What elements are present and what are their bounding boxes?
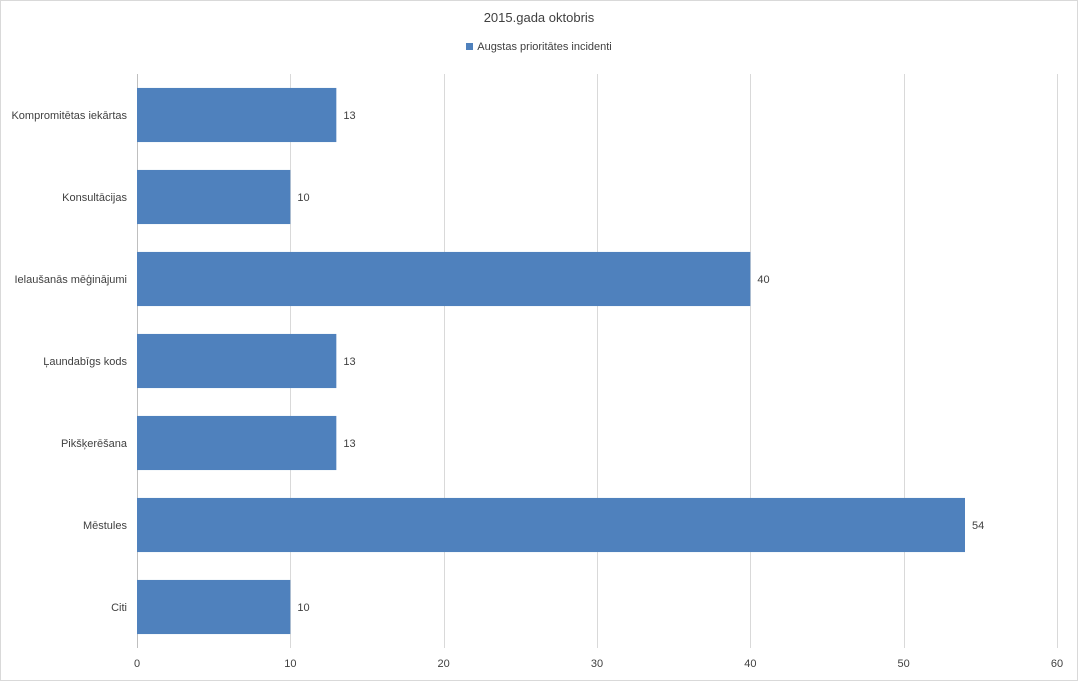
bar — [137, 87, 337, 143]
x-tick-label: 60 — [1051, 658, 1063, 670]
x-tick-label: 50 — [898, 658, 910, 670]
data-label: 10 — [297, 192, 309, 204]
data-label: 13 — [343, 110, 355, 122]
x-tick-label: 10 — [284, 658, 296, 670]
x-tick-label: 20 — [438, 658, 450, 670]
category-label: Ielaušanās mēģinājumi — [14, 273, 127, 286]
chart-legend: Augstas prioritātes incidenti — [0, 41, 1078, 53]
category-label: Konsultācijas — [62, 192, 127, 204]
category-label: Mēstules — [83, 520, 128, 532]
data-label: 10 — [297, 602, 309, 614]
bar — [137, 251, 751, 307]
data-label: 13 — [343, 356, 355, 368]
legend-label: Augstas prioritātes incidenti — [477, 41, 612, 53]
data-label: 13 — [343, 438, 355, 450]
bar — [137, 333, 337, 389]
category-label: Citi — [111, 602, 127, 614]
legend-swatch — [466, 43, 474, 50]
bar — [137, 579, 291, 635]
category-label: Ļaundabīgs kods — [43, 356, 127, 368]
x-tick-label: 0 — [134, 658, 140, 670]
x-tick-label: 40 — [744, 658, 756, 670]
bar — [137, 169, 291, 225]
bar — [137, 415, 337, 471]
x-tick-label: 30 — [591, 658, 603, 670]
category-label: Kompromitētas iekārtas — [11, 110, 127, 122]
category-label: Pikšķerēšana — [61, 438, 128, 450]
data-label: 54 — [972, 520, 984, 532]
data-label: 40 — [757, 274, 769, 286]
chart-title: 2015.gada oktobris — [483, 10, 595, 25]
bar — [137, 497, 965, 553]
